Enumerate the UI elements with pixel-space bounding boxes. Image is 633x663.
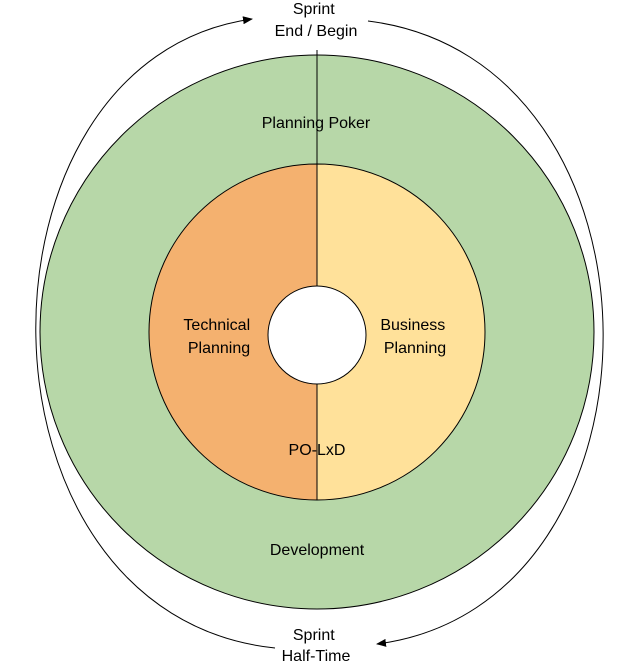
po-lxd-label: PO-LxD: [289, 442, 346, 459]
sprint-end-begin-label: Sprint End / Begin: [275, 1, 358, 40]
right-cycle-arrow: [367, 20, 604, 647]
center-hole: [267, 285, 367, 385]
business-planning-half: [316, 163, 486, 501]
technical-planning-label: Technical Planning: [183, 317, 254, 357]
business-planning-label: Business Planning: [380, 317, 449, 357]
development-label: Development: [270, 542, 365, 559]
left-cycle-arrow: [35, 16, 276, 649]
planning-poker-label: Planning Poker: [262, 115, 371, 132]
sprint-half-time-label: Sprint Half-Time: [282, 627, 351, 663]
technical-planning-half: [148, 163, 318, 501]
